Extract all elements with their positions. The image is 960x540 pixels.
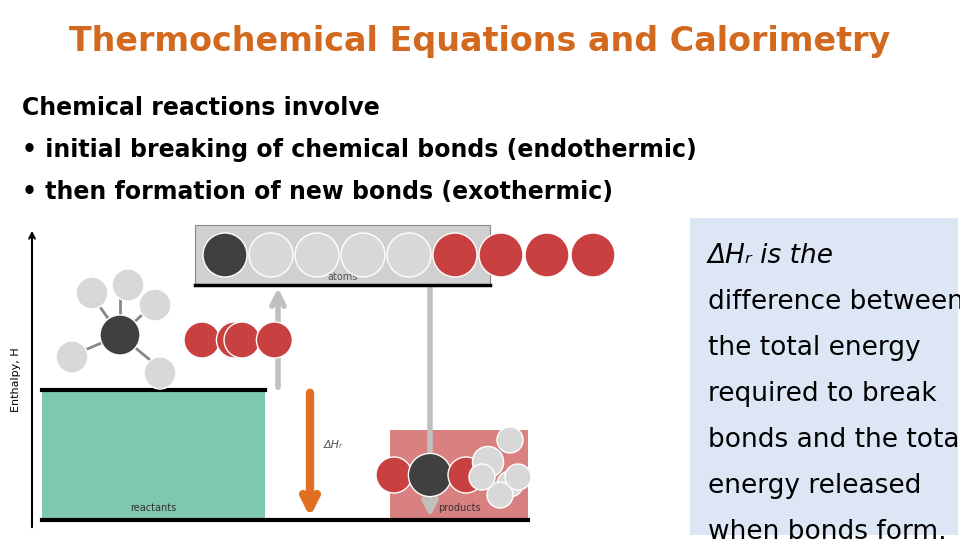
Text: ΔHᵣ is the: ΔHᵣ is the [708, 243, 834, 269]
Circle shape [469, 464, 495, 490]
Text: • then formation of new bonds (exothermic): • then formation of new bonds (exothermi… [22, 180, 613, 204]
Circle shape [341, 233, 385, 277]
Circle shape [112, 269, 144, 301]
Text: required to break: required to break [708, 381, 937, 407]
Text: bonds and the total: bonds and the total [708, 427, 960, 453]
Circle shape [139, 289, 171, 321]
Circle shape [184, 322, 220, 358]
Text: when bonds form.: when bonds form. [708, 519, 947, 540]
Circle shape [472, 447, 504, 477]
Circle shape [295, 233, 339, 277]
Circle shape [100, 315, 140, 355]
Text: ΔHᵣ: ΔHᵣ [324, 440, 343, 450]
Circle shape [525, 233, 569, 277]
Circle shape [497, 427, 523, 453]
Circle shape [76, 277, 108, 309]
Text: Chemical reactions involve: Chemical reactions involve [22, 96, 380, 120]
Text: energy released: energy released [708, 473, 922, 499]
Text: products: products [438, 503, 480, 513]
FancyBboxPatch shape [390, 430, 528, 520]
FancyBboxPatch shape [42, 390, 265, 520]
Circle shape [505, 464, 531, 490]
Text: difference between: difference between [708, 289, 960, 315]
Circle shape [448, 457, 484, 493]
Circle shape [203, 233, 247, 277]
Text: Thermochemical Equations and Calorimetry: Thermochemical Equations and Calorimetry [69, 25, 891, 58]
Circle shape [571, 233, 615, 277]
Text: • initial breaking of chemical bonds (endothermic): • initial breaking of chemical bonds (en… [22, 138, 697, 162]
Circle shape [433, 233, 477, 277]
Circle shape [479, 233, 523, 277]
FancyBboxPatch shape [690, 218, 958, 535]
Circle shape [497, 471, 523, 497]
Circle shape [376, 457, 412, 493]
Circle shape [487, 482, 513, 508]
Circle shape [144, 357, 176, 389]
Text: the total energy: the total energy [708, 335, 921, 361]
FancyBboxPatch shape [195, 225, 490, 285]
Text: Enthalpy, H: Enthalpy, H [11, 348, 21, 413]
Circle shape [249, 233, 293, 277]
Circle shape [387, 233, 431, 277]
Text: reactants: reactants [131, 503, 177, 513]
Circle shape [256, 322, 293, 358]
Text: atoms: atoms [327, 272, 358, 282]
Circle shape [56, 341, 88, 373]
Circle shape [224, 322, 260, 358]
Circle shape [408, 454, 451, 497]
Circle shape [216, 322, 252, 358]
